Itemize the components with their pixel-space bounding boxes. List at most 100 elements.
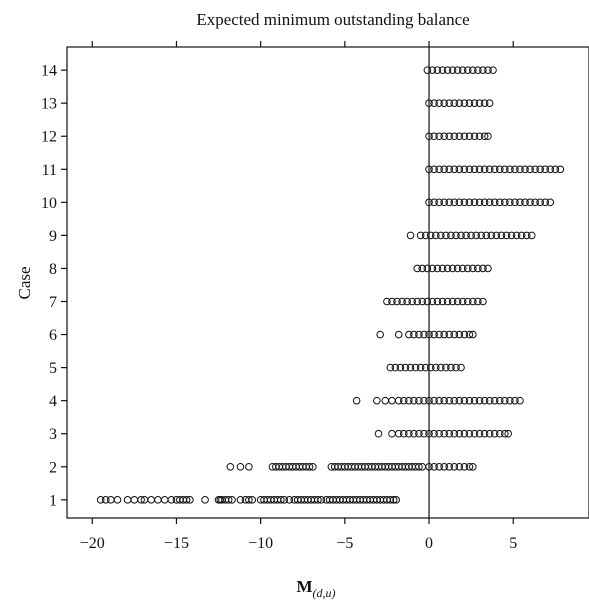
data-point-case-10 bbox=[506, 198, 514, 207]
data-point-case-1 bbox=[228, 496, 236, 504]
data-point-case-11 bbox=[521, 165, 529, 174]
data-point-case-6 bbox=[465, 330, 474, 339]
data-point-case-13 bbox=[445, 99, 454, 107]
data-point-case-4 bbox=[490, 396, 499, 405]
data-point-case-13 bbox=[450, 99, 459, 107]
data-point-case-6 bbox=[425, 330, 433, 339]
data-point-case-7 bbox=[418, 297, 427, 306]
data-point-case-7 bbox=[469, 297, 477, 306]
data-point-case-2 bbox=[435, 462, 443, 471]
data-point-case-2 bbox=[455, 462, 464, 471]
data-point-case-3 bbox=[430, 429, 438, 438]
data-point-case-10 bbox=[470, 198, 479, 207]
data-point-case-12 bbox=[450, 132, 459, 141]
data-point-case-2 bbox=[445, 462, 454, 471]
data-point-case-3 bbox=[480, 429, 489, 438]
data-point-case-10 bbox=[490, 198, 499, 207]
data-point-case-5 bbox=[391, 363, 400, 372]
data-point-case-14 bbox=[423, 66, 432, 74]
data-point-case-2 bbox=[469, 462, 477, 471]
data-point-case-3 bbox=[425, 429, 433, 438]
data-point-case-3 bbox=[485, 429, 494, 438]
data-point-case-3 bbox=[475, 429, 484, 438]
data-point-case-13 bbox=[480, 99, 489, 107]
data-point-case-11 bbox=[531, 165, 539, 174]
data-point-case-12 bbox=[470, 132, 479, 141]
data-point-case-2 bbox=[309, 462, 317, 471]
data-point-case-13 bbox=[470, 99, 479, 107]
data-point-case-4 bbox=[430, 396, 438, 405]
data-point-case-1 bbox=[137, 496, 145, 504]
data-point-case-6 bbox=[460, 330, 469, 339]
data-point-case-11 bbox=[506, 165, 514, 174]
data-point-case-4 bbox=[485, 396, 494, 405]
data-point-case-9 bbox=[487, 231, 496, 240]
data-point-case-1 bbox=[224, 496, 233, 504]
data-point-case-13 bbox=[460, 99, 469, 107]
data-point-case-14 bbox=[489, 66, 497, 74]
data-point-case-9 bbox=[472, 231, 480, 240]
data-point-case-2 bbox=[226, 462, 235, 471]
data-point-case-7 bbox=[453, 297, 462, 306]
data-point-case-13 bbox=[435, 99, 443, 107]
data-point-case-4 bbox=[470, 396, 479, 405]
data-point-case-9 bbox=[502, 231, 511, 240]
data-point-case-14 bbox=[448, 66, 457, 74]
data-point-case-7 bbox=[388, 297, 396, 306]
data-point-case-3 bbox=[388, 429, 396, 438]
data-point-case-10 bbox=[485, 198, 494, 207]
data-point-case-11 bbox=[425, 165, 433, 174]
data-point-case-1 bbox=[277, 496, 285, 504]
data-point-case-2 bbox=[460, 462, 469, 471]
data-point-case-1 bbox=[317, 496, 326, 504]
data-point-case-5 bbox=[437, 363, 445, 372]
data-point-case-4 bbox=[475, 396, 484, 405]
data-point-case-5 bbox=[452, 363, 460, 372]
data-point-case-3 bbox=[405, 429, 413, 438]
x-axis-label-subscript: (d,u) bbox=[313, 586, 336, 600]
data-point-case-12 bbox=[425, 132, 433, 141]
data-point-case-10 bbox=[495, 198, 504, 207]
data-point-case-2 bbox=[450, 462, 459, 471]
x-tick-label: 0 bbox=[425, 535, 433, 552]
data-point-case-5 bbox=[401, 363, 410, 372]
data-point-case-1 bbox=[392, 496, 400, 504]
data-point-case-8 bbox=[453, 264, 462, 273]
data-point-case-3 bbox=[490, 429, 499, 438]
data-point-case-11 bbox=[430, 165, 438, 174]
data-point-case-1 bbox=[280, 496, 289, 504]
data-point-case-10 bbox=[435, 198, 443, 207]
data-point-case-1 bbox=[106, 496, 115, 504]
data-point-case-10 bbox=[465, 198, 474, 207]
data-point-case-1 bbox=[160, 496, 169, 504]
data-point-case-6 bbox=[394, 330, 403, 339]
data-point-case-4 bbox=[410, 396, 418, 405]
data-point-case-2 bbox=[236, 462, 245, 471]
data-point-case-2 bbox=[305, 462, 314, 471]
data-point-case-1 bbox=[130, 496, 139, 504]
data-point-case-8 bbox=[433, 264, 442, 273]
data-point-case-8 bbox=[448, 264, 457, 273]
y-tick-label: 3 bbox=[49, 426, 57, 443]
data-point-case-7 bbox=[393, 297, 401, 306]
data-point-case-8 bbox=[458, 264, 467, 273]
data-point-case-4 bbox=[405, 396, 413, 405]
data-point-case-11 bbox=[556, 165, 565, 174]
data-point-case-3 bbox=[440, 429, 448, 438]
data-point-case-10 bbox=[480, 198, 489, 207]
data-point-case-13 bbox=[475, 99, 484, 107]
data-point-case-6 bbox=[469, 330, 477, 339]
data-point-case-11 bbox=[465, 165, 474, 174]
data-point-case-10 bbox=[425, 198, 433, 207]
data-point-case-3 bbox=[470, 429, 479, 438]
data-point-case-1 bbox=[245, 496, 253, 504]
data-point-case-8 bbox=[423, 264, 432, 273]
data-point-case-11 bbox=[511, 165, 519, 174]
data-point-case-1 bbox=[113, 496, 122, 504]
data-point-case-9 bbox=[437, 231, 445, 240]
data-point-case-6 bbox=[445, 330, 454, 339]
data-point-case-11 bbox=[450, 165, 459, 174]
data-point-case-10 bbox=[455, 198, 464, 207]
data-point-case-1 bbox=[186, 496, 194, 504]
